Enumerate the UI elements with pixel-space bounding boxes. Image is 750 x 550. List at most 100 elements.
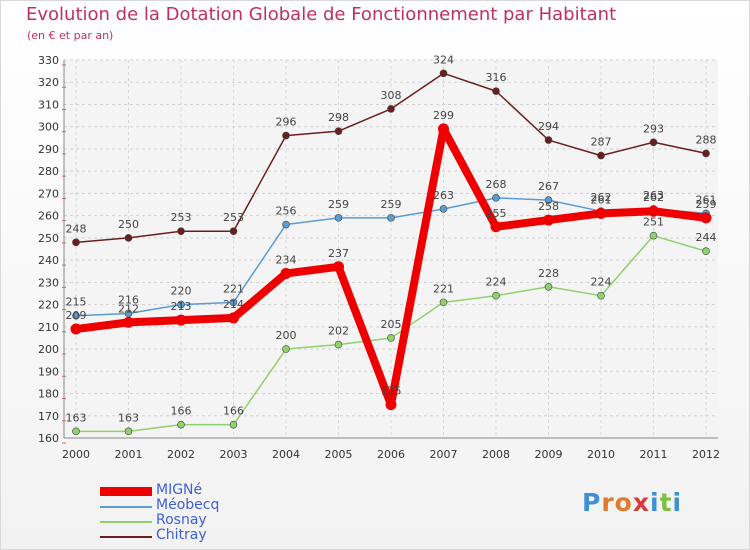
data-label-mign-: 212	[118, 302, 139, 315]
logo-letter: i	[650, 488, 660, 517]
data-point-m-obecq	[492, 194, 500, 202]
data-label-chitray: 287	[591, 136, 612, 149]
data-label-rosnay: 224	[486, 276, 507, 289]
x-tick-label: 2008	[482, 448, 510, 461]
x-tick-label: 2012	[692, 448, 720, 461]
data-point-chitray	[702, 149, 710, 158]
y-tick-label: 230	[38, 276, 59, 289]
data-label-m-obecq: 263	[643, 189, 664, 202]
data-label-layer: 248 250 253 253 296 298 308 324 316 294 287 293 288 1…	[66, 53, 717, 424]
data-label-rosnay: 244	[696, 231, 717, 244]
data-label-rosnay: 163	[118, 411, 139, 424]
data-label-chitray: 298	[328, 111, 349, 124]
logo-letter: o	[614, 488, 633, 517]
data-label-chitray: 294	[538, 120, 559, 133]
data-label-chitray: 324	[433, 53, 454, 66]
data-point-mign-	[700, 212, 712, 224]
data-point-chitray	[649, 138, 658, 147]
data-point-mign-	[175, 314, 187, 326]
data-point-rosnay	[72, 427, 80, 436]
data-point-rosnay	[387, 334, 395, 342]
data-point-m-obecq	[72, 311, 80, 320]
grid-layer	[64, 59, 718, 439]
y-tick-label: 320	[38, 76, 59, 89]
series-layer	[70, 69, 712, 436]
data-label-mign-: 214	[223, 298, 244, 311]
data-point-rosnay	[702, 247, 710, 256]
x-tick-label: 2011	[640, 448, 668, 461]
y-tick-label: 180	[38, 388, 59, 401]
y-tick-label: 190	[38, 365, 59, 378]
data-label-mign-: 234	[276, 253, 297, 266]
data-point-mign-	[438, 123, 449, 135]
data-point-chitray	[177, 227, 185, 236]
data-label-mign-: 237	[328, 247, 349, 260]
data-point-rosnay	[334, 340, 343, 349]
data-point-chitray	[229, 227, 238, 236]
x-tick-label: 2007	[430, 448, 458, 461]
data-point-rosnay	[177, 420, 185, 429]
data-point-rosnay	[439, 298, 448, 307]
y-tick-label: 220	[38, 299, 59, 312]
data-point-chitray	[544, 136, 553, 144]
data-label-chitray: 296	[276, 116, 297, 129]
data-label-m-obecq: 216	[118, 293, 139, 306]
data-label-mign-: 209	[66, 309, 87, 322]
y-tick-label: 310	[38, 98, 59, 111]
y-tick-label: 270	[38, 187, 59, 200]
data-point-rosnay	[597, 291, 605, 300]
data-label-m-obecq: 259	[328, 198, 349, 211]
data-point-rosnay	[124, 427, 133, 436]
data-point-m-obecq	[439, 205, 448, 213]
data-point-rosnay	[229, 420, 238, 429]
y-tick-label: 300	[38, 121, 59, 134]
y-tick-label: 250	[38, 232, 59, 245]
data-label-mign-: 255	[486, 207, 507, 220]
logo-letter: i	[672, 488, 683, 517]
data-point-mign-	[333, 261, 344, 273]
data-label-rosnay: 251	[643, 216, 664, 229]
axis-layer: 160 170 180 190 200 210 220 230 240 250 260 270 280 2…	[38, 54, 720, 461]
y-tick-label: 290	[38, 143, 59, 156]
legend-label-chitray: Chitray	[156, 527, 207, 543]
data-label-rosnay: 200	[276, 329, 297, 342]
data-point-mign-	[70, 323, 82, 335]
data-point-rosnay	[544, 282, 553, 291]
data-point-chitray	[334, 127, 343, 135]
chart-subtitle: (en € et par an)	[27, 29, 114, 42]
data-point-rosnay	[282, 345, 290, 353]
data-label-m-obecq: 262	[591, 191, 612, 204]
data-point-mign-	[228, 312, 239, 324]
data-label-chitray: 308	[381, 89, 402, 102]
data-label-m-obecq: 268	[486, 178, 507, 191]
y-tick-label: 330	[38, 54, 59, 67]
data-point-chitray	[439, 69, 448, 78]
data-point-mign-	[123, 316, 134, 328]
data-point-m-obecq	[229, 298, 238, 307]
x-tick-label: 2000	[62, 448, 90, 461]
data-label-rosnay: 163	[66, 411, 87, 424]
data-point-chitray	[597, 151, 605, 160]
data-point-m-obecq	[282, 220, 290, 229]
data-label-rosnay: 205	[381, 318, 402, 331]
chart-title: Evolution de la Dotation Globale de Fonc…	[26, 4, 617, 25]
data-label-mign-: 213	[171, 300, 192, 313]
data-point-m-obecq	[177, 300, 185, 309]
data-label-chitray: 248	[66, 222, 87, 235]
data-label-m-obecq: 215	[66, 296, 87, 309]
data-point-chitray	[387, 105, 395, 113]
x-tick-label: 2009	[535, 448, 563, 461]
data-label-m-obecq: 259	[381, 198, 402, 211]
x-tick-label: 2004	[272, 448, 300, 461]
data-label-chitray: 293	[643, 122, 664, 135]
data-label-rosnay: 202	[328, 325, 349, 338]
data-point-m-obecq	[544, 196, 553, 204]
legend-label-meobecq: Méobecq	[156, 497, 220, 513]
data-label-mign-: 259	[696, 198, 717, 211]
y-tick-label: 170	[38, 410, 59, 423]
data-label-rosnay: 221	[433, 282, 454, 295]
legend-swatch-meobecq	[100, 506, 152, 508]
data-point-mign-	[595, 207, 607, 219]
data-label-chitray: 288	[696, 133, 717, 146]
data-label-mign-: 258	[538, 200, 559, 213]
